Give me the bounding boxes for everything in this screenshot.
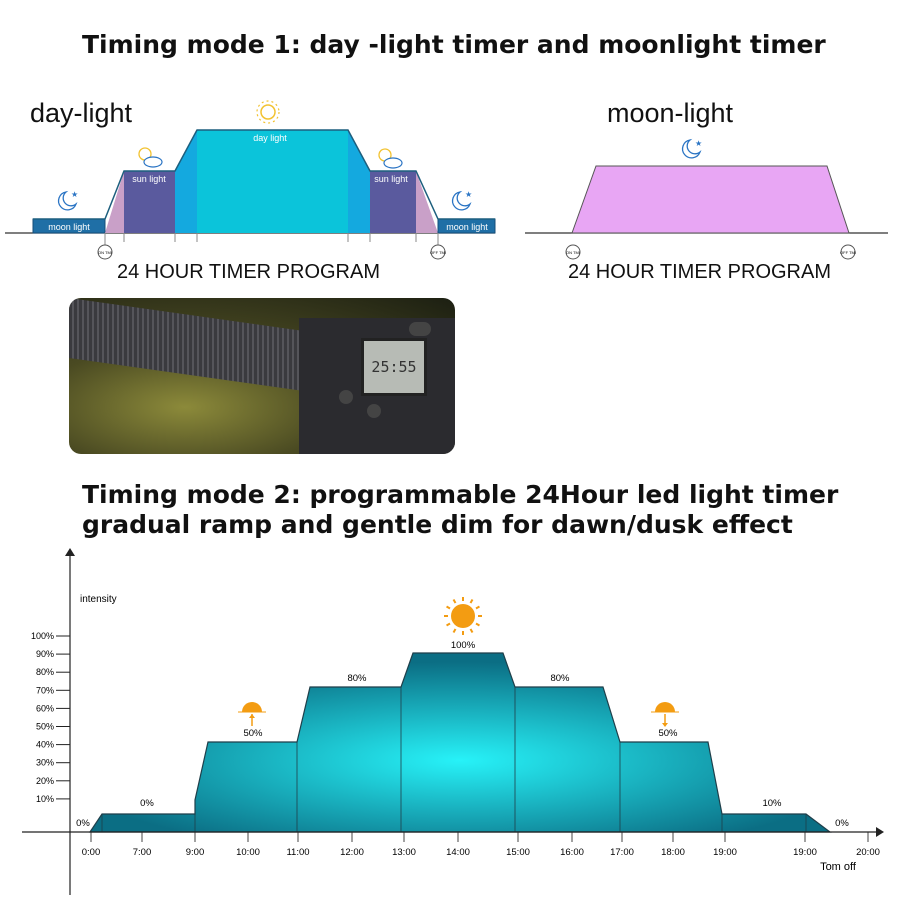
segment-label: 50% (243, 728, 263, 739)
sun-cloud-icon (378, 148, 403, 169)
moon-icon: ★ (681, 138, 702, 159)
x-tick-label: 19:00 (793, 847, 817, 858)
segment-label: 100% (451, 640, 476, 651)
sun-ray (446, 622, 451, 627)
sun-block-right (370, 171, 416, 233)
mode2-title-line2: gradual ramp and gentle dim for dawn/dus… (82, 510, 793, 539)
intensity-chart: 100% 90% 80% 70% 60% 50% 40% 30% 20% 10% 0:00 7:00 9… (22, 548, 884, 895)
x-tick-label: 0:00 (82, 847, 101, 858)
sun-ray (446, 605, 451, 610)
product-photo: 25:55 (69, 298, 455, 454)
daylight-caption: 24 HOUR TIMER PROGRAM (117, 261, 380, 283)
x-tick-label: 17:00 (610, 847, 634, 858)
mode2-title-line1: Timing mode 2: programmable 24Hour led l… (82, 480, 839, 509)
svg-text:★: ★ (465, 190, 472, 199)
off-timer-badge: OFF TMI (430, 244, 446, 260)
x-tick-label: 19:00 (713, 847, 737, 858)
svg-text:★: ★ (695, 139, 702, 148)
sun-label-left: sun light (132, 174, 166, 184)
y-axis-arrow (65, 548, 75, 556)
moon-icon: ★ (451, 190, 472, 211)
on-timer-badge: ON TMI (97, 244, 113, 260)
x-tick-label: 10:00 (236, 847, 260, 858)
svg-text:★: ★ (71, 190, 78, 199)
moon-icon: ★ (57, 190, 78, 211)
x-tick-label: 14:00 (446, 847, 470, 858)
y-tick-label: 20% (36, 776, 54, 786)
x-tick-label: 13:00 (392, 847, 416, 858)
x-tick-label: 16:00 (560, 847, 584, 858)
y-tick-label: 90% (36, 649, 54, 659)
on-timer-badge: ON TMI (565, 244, 581, 260)
svg-text:OFF TMI: OFF TMI (430, 250, 446, 255)
daylight-heading: day-light (30, 98, 133, 128)
sun-button-icon (339, 390, 353, 404)
x-note: Tom off (820, 861, 857, 873)
pink-ramp-left (105, 171, 124, 233)
day-label: day light (253, 133, 287, 143)
segment-label: 0% (140, 798, 154, 809)
segment-label: 0% (835, 818, 849, 829)
x-tick-label: 9:00 (186, 847, 205, 858)
pink-ramp-right (416, 171, 438, 233)
y-axis-label: intensity (80, 594, 117, 605)
sun-ray (469, 599, 474, 604)
segment-label: 80% (347, 673, 367, 684)
sun-icon (451, 604, 475, 628)
segment-label: 10% (762, 798, 782, 809)
y-tick-label: 30% (36, 758, 54, 768)
svg-text:ON TMI: ON TMI (98, 250, 112, 255)
sun-block-left (124, 171, 175, 233)
daylight-outline (33, 129, 495, 220)
moonlight-caption: 24 HOUR TIMER PROGRAM (568, 261, 831, 283)
segment-label: 80% (550, 673, 570, 684)
x-tick-label: 12:00 (340, 847, 364, 858)
mode1-title: Timing mode 1: day -light timer and moon… (82, 30, 826, 59)
sun-label-right: sun light (374, 174, 408, 184)
x-axis-arrow (876, 827, 884, 837)
sunrise-icon (242, 702, 262, 712)
day-block (197, 130, 348, 233)
moon-label-right: moon light (446, 222, 488, 232)
sun-ray (452, 599, 457, 604)
x-tick-label: 7:00 (133, 847, 152, 858)
off-timer-badge: OFF TMI (840, 244, 856, 260)
y-tick-label: 100% (31, 631, 54, 641)
arrow-button-icon (409, 322, 431, 336)
x-tick-label: 15:00 (506, 847, 530, 858)
y-tick-label: 40% (36, 740, 54, 750)
y-tick-label: 80% (36, 667, 54, 677)
moonlight-trapezoid (571, 165, 850, 234)
y-tick-label: 70% (36, 685, 54, 695)
sun-ray (469, 628, 474, 633)
sun-ray (475, 622, 480, 627)
sunset-icon (655, 702, 675, 712)
y-tick-label: 50% (36, 722, 54, 732)
x-tick-label: 18:00 (661, 847, 685, 858)
y-tick-label: 60% (36, 703, 54, 713)
moonlight-diagram: ★ ON TMI OFF TMI (525, 138, 888, 260)
y-tick-label: 10% (36, 794, 54, 804)
sun-ray (475, 605, 480, 610)
sun-icon (256, 100, 280, 124)
moon-button-icon (367, 404, 381, 418)
intensity-area (88, 652, 832, 833)
sun-ray (452, 628, 457, 633)
segment-label: 0% (76, 818, 90, 829)
moonlight-heading: moon-light (607, 98, 734, 128)
moon-label-left: moon light (48, 222, 90, 232)
ramp-right (348, 130, 370, 233)
x-tick-label: 20:00 (856, 847, 880, 858)
svg-text:OFF TMI: OFF TMI (840, 250, 856, 255)
svg-text:ON TMI: ON TMI (566, 250, 580, 255)
timer-display: 25:55 (361, 338, 427, 396)
ramp-left (175, 130, 197, 233)
mode1-diagrams: moon light sun light day light sun light… (5, 100, 888, 260)
x-tick-label: 11:00 (286, 847, 309, 858)
segment-label: 50% (658, 728, 678, 739)
daylight-diagram: moon light sun light day light sun light… (5, 100, 496, 260)
sun-cloud-icon (138, 147, 163, 168)
